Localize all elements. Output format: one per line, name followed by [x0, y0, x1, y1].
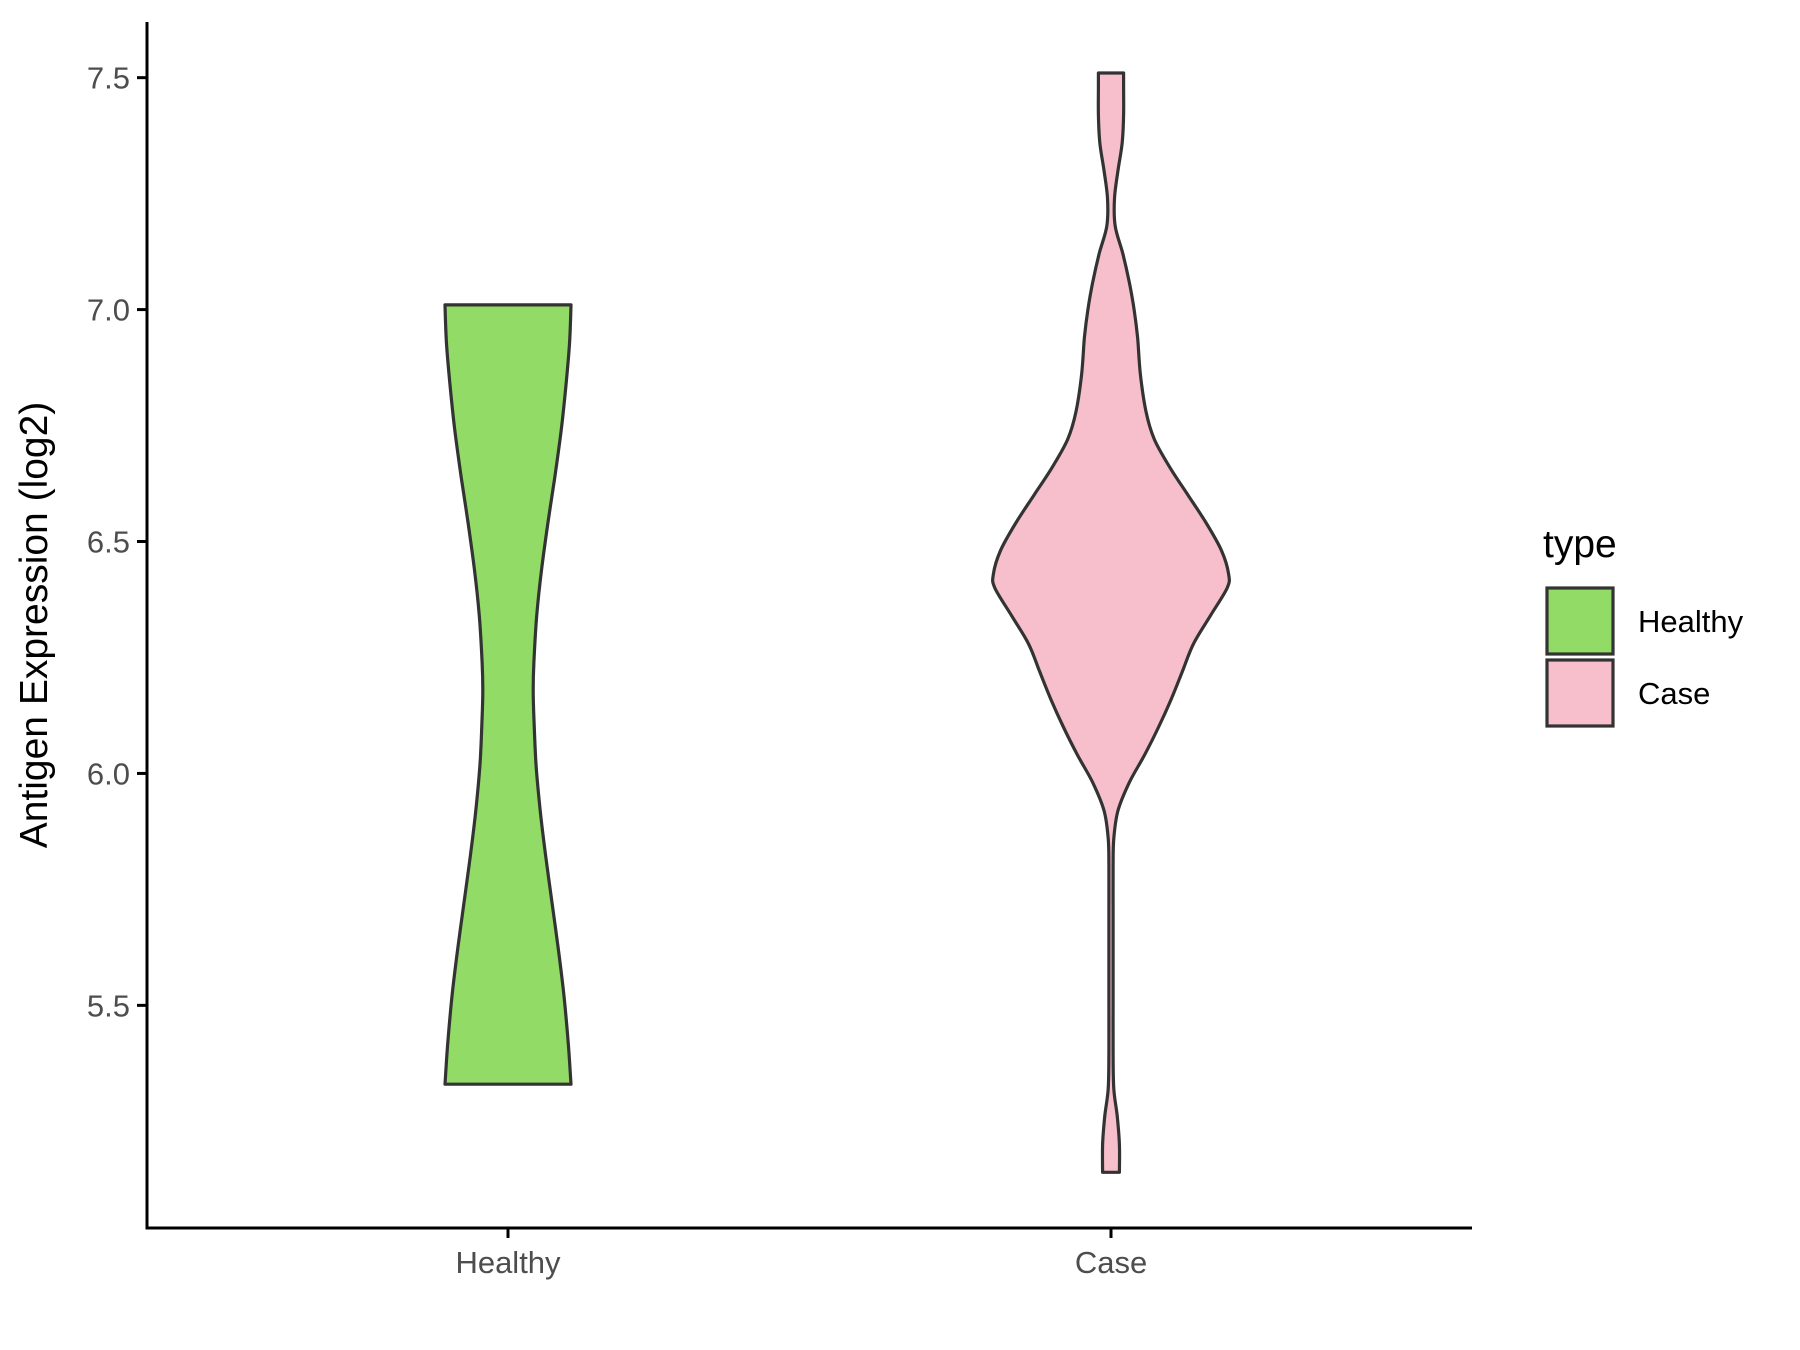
- axes: 5.5 6.0 6.5 7.0 7.5 Healthy Case: [87, 22, 1472, 1280]
- y-axis-title: Antigen Expression (log2): [13, 402, 56, 849]
- violin-case: [991, 71, 1231, 1174]
- y-tick-label: 6.0: [87, 756, 130, 791]
- legend-entries: Healthy Case: [1545, 586, 1744, 728]
- legend-label: Case: [1638, 676, 1710, 711]
- legend-label: Healthy: [1638, 604, 1744, 639]
- legend-key-case: [1545, 658, 1615, 728]
- y-ticks: 5.5 6.0 6.5 7.0 7.5: [87, 61, 147, 1023]
- legend-title: type: [1543, 523, 1617, 566]
- violin-layer: [443, 71, 1231, 1174]
- violin-healthy: [443, 303, 573, 1086]
- y-tick-label: 7.0: [87, 293, 130, 328]
- x-ticks: Healthy Case: [455, 1228, 1147, 1280]
- legend: type Healthy Case: [1543, 523, 1744, 728]
- legend-key-healthy: [1545, 586, 1615, 656]
- y-tick-label: 7.5: [87, 61, 130, 96]
- x-tick-label: Case: [1075, 1245, 1147, 1280]
- x-tick-label: Healthy: [455, 1245, 561, 1280]
- y-tick-label: 6.5: [87, 525, 130, 560]
- y-tick-label: 5.5: [87, 988, 130, 1023]
